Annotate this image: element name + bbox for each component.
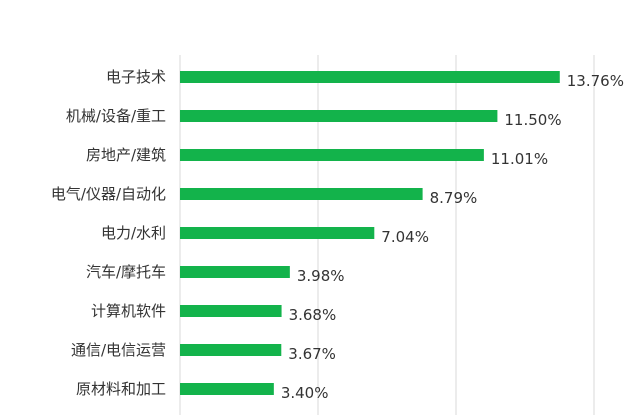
value-label-5: 3.98% xyxy=(297,267,345,285)
bar-7 xyxy=(180,344,282,356)
value-label-6: 3.68% xyxy=(289,306,337,324)
bar-8 xyxy=(180,383,274,395)
category-label-5: 汽车/摩托车 xyxy=(86,263,166,281)
bar-1 xyxy=(180,110,498,122)
bar-3 xyxy=(180,188,423,200)
category-label-1: 机械/设备/重工 xyxy=(66,107,166,125)
category-label-8: 原材料和加工 xyxy=(76,380,166,398)
bar-0 xyxy=(180,71,560,83)
category-label-3: 电气/仪器/自动化 xyxy=(51,185,166,203)
category-label-2: 房地产/建筑 xyxy=(86,146,166,164)
value-label-7: 3.67% xyxy=(288,345,336,363)
value-label-1: 11.50% xyxy=(504,111,561,129)
bar-4 xyxy=(180,227,375,239)
bar-2 xyxy=(180,149,484,161)
value-label-0: 13.76% xyxy=(567,72,624,90)
category-label-0: 电子技术 xyxy=(106,68,166,86)
bar-5 xyxy=(180,266,290,278)
value-label-2: 11.01% xyxy=(491,150,548,168)
bars xyxy=(180,71,560,395)
category-label-7: 通信/电信运营 xyxy=(71,341,166,359)
value-label-8: 3.40% xyxy=(281,384,329,402)
category-label-6: 计算机软件 xyxy=(91,302,166,320)
category-labels: 电子技术机械/设备/重工房地产/建筑电气/仪器/自动化电力/水利汽车/摩托车计算… xyxy=(51,68,166,398)
bar-6 xyxy=(180,305,282,317)
value-label-3: 8.79% xyxy=(430,189,478,207)
category-label-4: 电力/水利 xyxy=(101,224,166,242)
value-label-4: 7.04% xyxy=(381,228,429,246)
value-labels: 13.76% 11.50% 11.01% 8.79% 7.04% 3.98% 3.68% 3.… xyxy=(281,72,624,402)
